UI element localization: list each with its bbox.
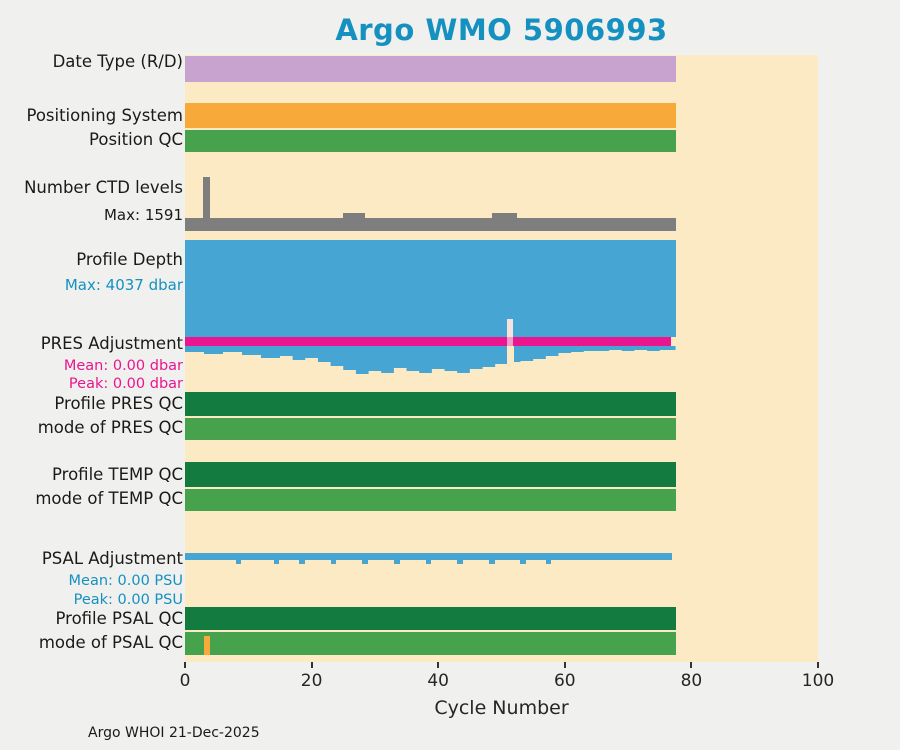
psal-adjustment-ticks [520, 560, 527, 564]
ctd-levels-base-bar [185, 218, 676, 231]
psal-adjustment-ticks [457, 560, 463, 564]
plot-area [185, 55, 818, 662]
psal-adjustment-ticks [273, 560, 280, 564]
label-profile-pres-qc: Profile PRES QC [54, 394, 183, 413]
positioning-system-bar [185, 103, 676, 128]
label-date-type: Date Type (R/D) [52, 52, 183, 71]
label-psal-adjustment: PSAL Adjustment [41, 549, 183, 568]
psal-adjustment-bar [185, 553, 673, 560]
x-axis-tick [563, 662, 566, 668]
label-mode-temp-qc: mode of TEMP QC [35, 489, 183, 508]
x-axis-tick [184, 662, 186, 668]
x-axis-tick-label: 20 [300, 671, 323, 691]
pres-adjustment-area [185, 346, 676, 374]
x-axis-tick [690, 662, 693, 668]
x-axis-tick [437, 662, 440, 668]
psal-adjustment-ticks [298, 560, 305, 564]
mode-psal-qc-bar [185, 632, 676, 655]
profile-temp-qc-bar [185, 462, 676, 487]
profile-psal-qc-bar [185, 607, 676, 630]
label-pres-peak: Peak: 0.00 dbar [68, 376, 183, 392]
psal-adjustment-ticks [235, 560, 242, 564]
ctd-levels-bump-2 [492, 213, 518, 219]
label-pres-mean: Mean: 0.00 dbar [63, 358, 183, 374]
mode-temp-qc-bar [185, 489, 676, 511]
mode-psal-qc-orange-spike [203, 636, 211, 655]
pres-adjustment-line [185, 337, 672, 346]
depth-missing-cycle-stripe [507, 319, 513, 337]
label-profile-psal-qc: Profile PSAL QC [55, 609, 183, 628]
x-axis-tick-label: 0 [179, 671, 191, 691]
x-axis-tick-label: 40 [427, 671, 449, 691]
label-mode-pres-qc: mode of PRES QC [37, 418, 183, 437]
x-axis-label: Cycle Number [434, 697, 569, 719]
mode-pres-qc-bar [185, 418, 676, 440]
x-axis-tick-label: 60 [553, 671, 576, 691]
ctd-levels-spike [203, 177, 210, 231]
profile-pres-qc-bar [185, 392, 676, 416]
psal-adjustment-ticks [545, 560, 552, 564]
ctd-levels-bump-1 [343, 213, 366, 219]
label-profile-temp-qc: Profile TEMP QC [52, 465, 183, 484]
label-psal-peak: Peak: 0.00 PSU [73, 592, 183, 608]
pres-missing-cycle-gap [506, 346, 514, 370]
position-qc-bar [185, 130, 676, 152]
psal-adjustment-ticks [488, 560, 495, 564]
label-ctd-levels: Number CTD levels [24, 178, 183, 197]
label-depth-max: Max: 4037 dbar [64, 276, 183, 294]
psal-adjustment-ticks [393, 560, 400, 564]
psal-adjustment-ticks [362, 560, 368, 564]
x-axis-tick [817, 662, 819, 668]
label-profile-depth: Profile Depth [76, 250, 183, 269]
page-title: Argo WMO 5906993 [335, 13, 668, 47]
x-axis-tick [310, 662, 313, 668]
label-psal-mean: Mean: 0.00 PSU [68, 573, 183, 589]
label-pres-adjustment: PRES Adjustment [40, 334, 183, 353]
label-positioning-system: Positioning System [26, 106, 183, 125]
x-axis-tick-label: 100 [801, 671, 835, 691]
label-position-qc: Position QC [89, 130, 183, 149]
label-ctd-max: Max: 1591 [103, 206, 183, 224]
footer-attribution: Argo WHOI 21-Dec-2025 [88, 725, 260, 741]
date-type-bar [185, 56, 676, 82]
psal-adjustment-ticks [330, 560, 337, 564]
profile-depth-bar [185, 240, 676, 337]
label-mode-psal-qc: mode of PSAL QC [38, 633, 183, 652]
x-axis-tick-label: 80 [680, 671, 703, 691]
psal-adjustment-ticks [425, 560, 432, 564]
pres-line-pale-stripe [507, 337, 513, 346]
